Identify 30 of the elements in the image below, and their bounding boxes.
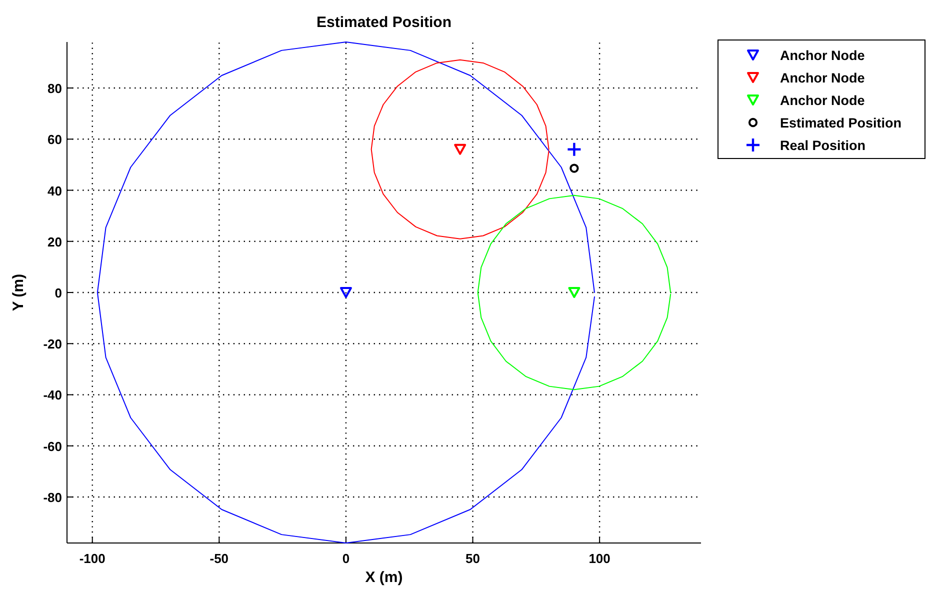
y-tick-label: 0 (54, 286, 62, 300)
legend-label: Estimated Position (780, 116, 902, 130)
y-tick-label: -20 (43, 336, 62, 352)
y-tick-label: -60 (43, 438, 62, 454)
y-tick-label: -80 (43, 490, 62, 505)
point (340, 287, 352, 298)
x-tick-label: 100 (588, 551, 610, 566)
line-series (477, 194, 672, 390)
y-tick-label: 20 (48, 234, 62, 250)
y-axis-title: Y (m) (10, 274, 27, 312)
x-axis-title: X (m) (365, 569, 403, 586)
point (568, 142, 581, 156)
x-tick-label: 0 (342, 551, 350, 566)
x-tick-label: 50 (466, 551, 480, 566)
point (568, 287, 580, 298)
point (454, 144, 466, 155)
x-tick-label: -50 (210, 551, 229, 566)
chart-title: Estimated Position (316, 14, 452, 31)
legend-label: Anchor Node (780, 93, 866, 108)
y-tick-label: 60 (48, 132, 62, 148)
legend-label: Anchor Node (780, 70, 866, 86)
legend-label: Anchor Node (780, 48, 866, 63)
x-tick-label: -100 (79, 551, 106, 566)
point (570, 164, 579, 173)
legend-label: Real Position (780, 138, 866, 153)
line-series (96, 42, 595, 544)
y-tick-label: 80 (48, 81, 62, 96)
y-tick-label: 40 (48, 183, 62, 198)
y-tick-label: -40 (43, 388, 62, 403)
line-series (370, 59, 550, 240)
